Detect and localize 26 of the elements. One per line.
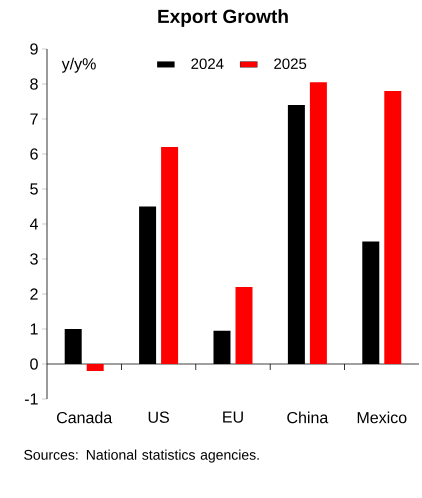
bar [310,82,327,364]
y-tick-label: 6 [30,148,38,160]
y-tick-label: -1 [24,393,38,404]
x-tick-label: US [148,412,169,423]
x-tick-label: EU [223,412,243,423]
bar [235,286,252,364]
y-tick-label: 1 [30,323,38,334]
y-tick-label: 3 [30,253,38,265]
bar [161,146,178,364]
bar [86,364,104,371]
x-tick-label: China [287,412,328,424]
legend-label: 2024 [191,58,224,70]
y-tick-label: 0 [30,358,38,370]
chart-title: Export Growth [158,9,288,27]
y-tick-label: 9 [30,43,38,55]
x-tick-label: Canada [56,412,112,424]
y-tick-label: 8 [30,78,38,90]
x-tick-label: Mexico [358,412,406,424]
source-note: Sources: National statistics agencies. [24,450,259,463]
legend-label: 2025 [274,58,306,70]
y-tick-label: 7 [30,113,38,124]
bar [384,90,402,364]
y-tick-label: 4 [30,218,38,230]
y-tick-label: 2 [30,288,38,300]
y-axis-title: y/y% [62,58,96,73]
y-tick-label: 5 [30,183,38,195]
